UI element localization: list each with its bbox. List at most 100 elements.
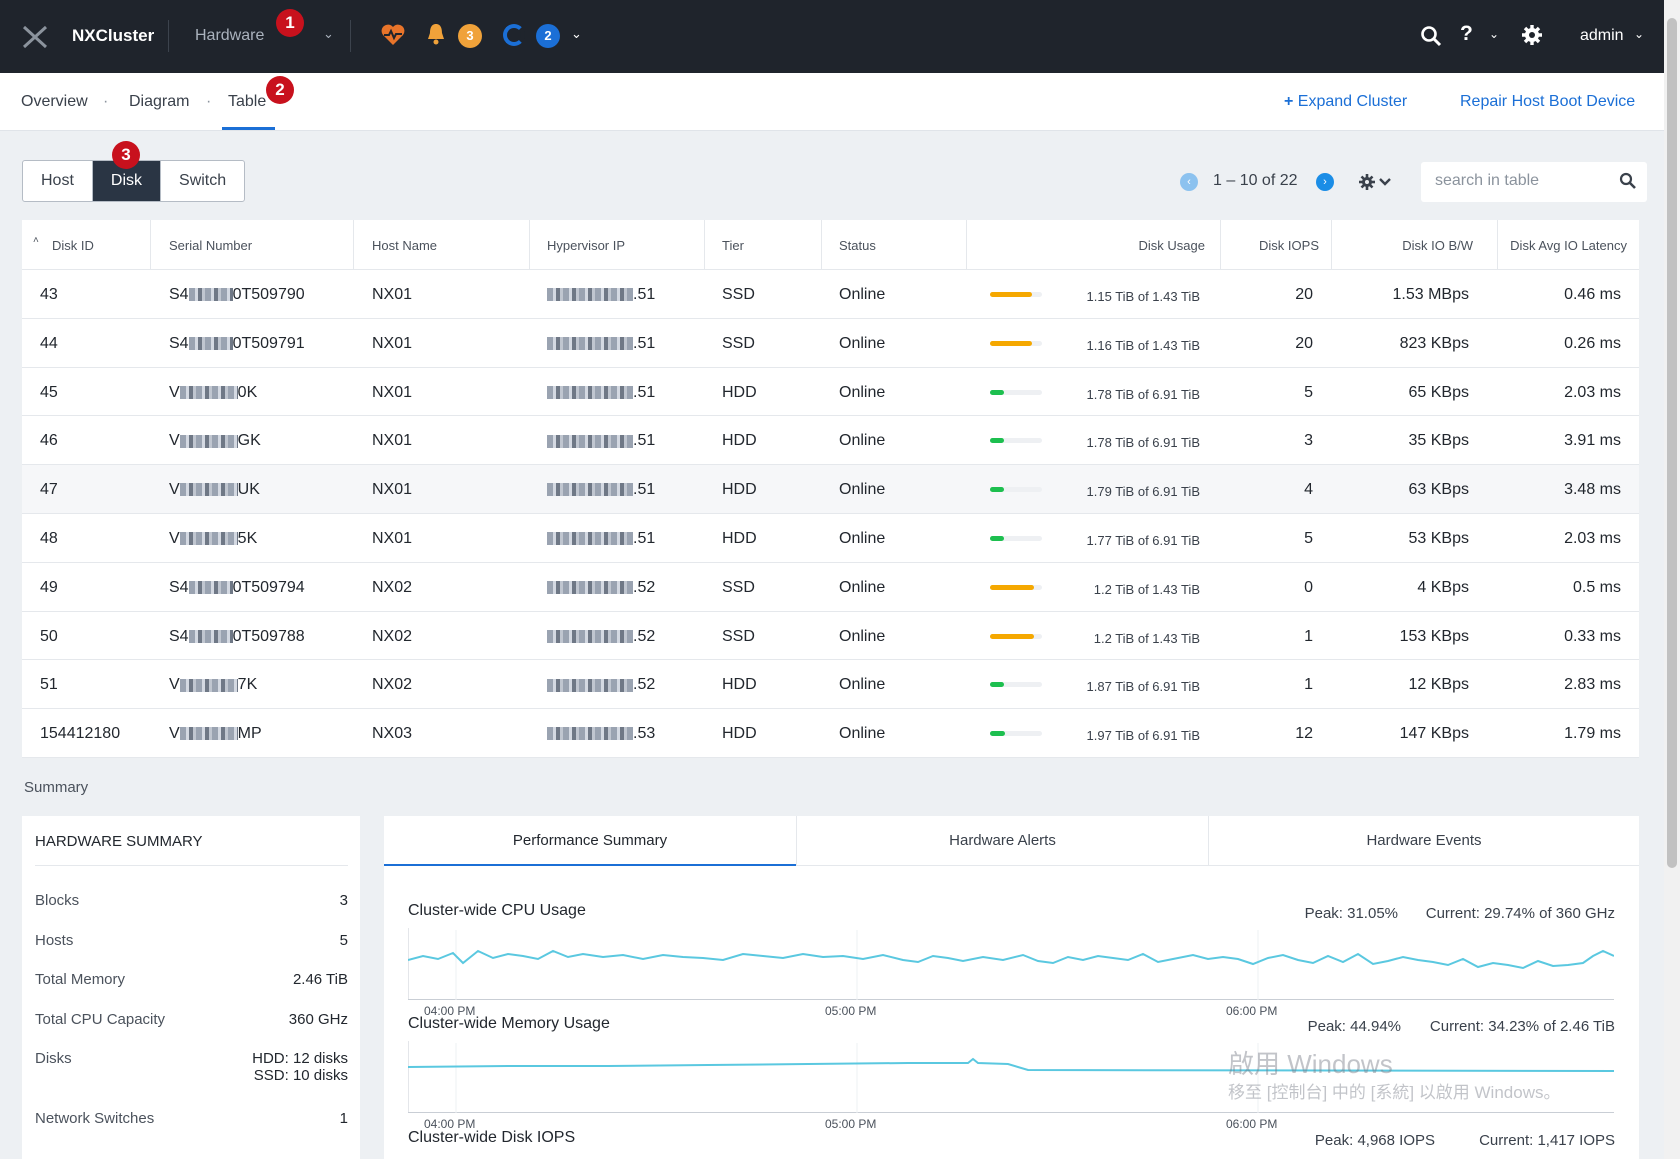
health-heart-icon[interactable] bbox=[380, 23, 406, 47]
col-hypervisor-ip[interactable]: Hypervisor IP bbox=[547, 238, 626, 253]
tasks-spinner-icon[interactable] bbox=[503, 24, 525, 46]
table-row[interactable]: 43 S4 0T509790 NX01 .51 SSD Online 1.15 TiB of … bbox=[22, 270, 1639, 319]
table-row[interactable]: 50 S4 0T509788 NX02 .52 SSD Online 1.2 TiB of 1… bbox=[22, 612, 1639, 661]
toggle-host[interactable]: Host bbox=[23, 161, 93, 201]
user-menu[interactable]: admin bbox=[1580, 27, 1624, 44]
table-row[interactable]: 154412180 V MP NX03 .53 HDD Online 1.97 TiB of … bbox=[22, 709, 1639, 758]
disk-id[interactable]: 154412180 bbox=[40, 725, 121, 743]
disk-id[interactable]: 47 bbox=[40, 481, 58, 499]
disk-avg-io-latency: 3.48 ms bbox=[1564, 481, 1621, 499]
help-icon[interactable]: ? bbox=[1460, 22, 1473, 45]
serial-suffix: 0T509791 bbox=[232, 334, 305, 352]
host-name[interactable]: NX01 bbox=[372, 334, 413, 352]
redacted-block bbox=[179, 385, 238, 399]
col-serial-number[interactable]: Serial Number bbox=[169, 238, 253, 253]
search-icon[interactable] bbox=[1420, 25, 1442, 47]
table-row[interactable]: 49 S4 0T509794 NX02 .52 SSD Online 1.2 TiB of 1… bbox=[22, 563, 1639, 612]
table-row[interactable]: 48 V 5K NX01 .51 HDD Online 1.77 TiB of 6.91 Ti… bbox=[22, 514, 1639, 563]
table-row[interactable]: 46 V GK NX01 .51 HDD Online 1.78 TiB of 6.91 Ti… bbox=[22, 416, 1639, 466]
host-name[interactable]: NX01 bbox=[372, 432, 413, 450]
disk-id[interactable]: 48 bbox=[40, 529, 58, 547]
memory-usage-chart[interactable] bbox=[408, 1039, 1614, 1113]
serial-prefix: S4 bbox=[169, 578, 189, 596]
disk-usage-bar bbox=[990, 633, 1042, 639]
col-disk-io-bw[interactable]: Disk IO B/W bbox=[1402, 238, 1473, 253]
status: Online bbox=[839, 627, 886, 645]
disk-id[interactable]: 51 bbox=[40, 676, 58, 694]
alerts-count-badge[interactable]: 3 bbox=[458, 24, 482, 48]
disk-id[interactable]: 43 bbox=[40, 286, 58, 303]
col-disk-id[interactable]: Disk ID bbox=[52, 238, 94, 253]
table-search-input[interactable] bbox=[1435, 172, 1605, 190]
serial-number: V 0K bbox=[169, 384, 257, 402]
disk-id[interactable]: 49 bbox=[40, 578, 58, 596]
cpu-usage-chart[interactable] bbox=[408, 926, 1614, 1000]
disk-id[interactable]: 50 bbox=[40, 627, 58, 645]
redacted-block bbox=[547, 483, 633, 497]
section-menu[interactable]: Hardware bbox=[195, 27, 265, 44]
scrollbar-thumb[interactable] bbox=[1667, 18, 1677, 868]
redacted-block bbox=[188, 629, 233, 643]
tab-hardware-events[interactable]: Hardware Events bbox=[1209, 816, 1639, 866]
repair-host-boot-device-link[interactable]: Repair Host Boot Device bbox=[1460, 93, 1636, 110]
host-name[interactable]: NX02 bbox=[372, 676, 413, 694]
host-name[interactable]: NX01 bbox=[372, 383, 413, 401]
search-icon[interactable] bbox=[1619, 172, 1637, 190]
tier: SSD bbox=[722, 627, 755, 645]
chevron-down-icon[interactable]: ⌄ bbox=[323, 26, 334, 41]
disk-avg-io-latency: 0.46 ms bbox=[1564, 286, 1621, 303]
table-row[interactable]: 44 S4 0T509791 NX01 .51 SSD Online 1.16 TiB of … bbox=[22, 319, 1639, 368]
chevron-down-icon[interactable]: ⌄ bbox=[1489, 27, 1500, 41]
host-name[interactable]: NX01 bbox=[372, 529, 413, 547]
disk-io-bw: 1.53 MBps bbox=[1392, 286, 1469, 303]
host-name[interactable]: NX01 bbox=[372, 481, 413, 499]
iops-chart-title: Cluster-wide Disk IOPS bbox=[408, 1129, 576, 1146]
serial-suffix: UK bbox=[237, 481, 260, 499]
col-tier[interactable]: Tier bbox=[722, 238, 744, 253]
column-divider bbox=[1497, 220, 1498, 270]
prism-logo-icon[interactable] bbox=[22, 24, 48, 50]
disk-id[interactable]: 45 bbox=[40, 383, 58, 401]
page-scrollbar[interactable] bbox=[1664, 0, 1680, 1159]
summary-row-disks: Disks HDD: 12 disks SSD: 10 disks bbox=[35, 1050, 348, 1084]
sort-ascending-icon[interactable]: ˄ bbox=[33, 235, 39, 246]
table-settings-gear-icon[interactable] bbox=[1358, 173, 1394, 191]
disk-usage-bar bbox=[990, 292, 1042, 297]
serial-number: V MP bbox=[169, 725, 262, 743]
column-divider bbox=[150, 220, 151, 270]
host-name[interactable]: NX03 bbox=[372, 725, 413, 743]
chevron-down-icon[interactable]: ⌄ bbox=[1634, 27, 1645, 41]
tab-table[interactable]: Table bbox=[228, 93, 267, 110]
tab-hardware-alerts[interactable]: Hardware Alerts bbox=[797, 816, 1208, 866]
col-status[interactable]: Status bbox=[839, 238, 876, 253]
expand-cluster-button[interactable]: + Expand Cluster bbox=[1284, 93, 1407, 111]
host-name[interactable]: NX01 bbox=[372, 286, 413, 303]
prev-page-button[interactable]: ‹ bbox=[1180, 173, 1198, 191]
host-name[interactable]: NX02 bbox=[372, 627, 413, 645]
tab-overview[interactable]: Overview bbox=[21, 93, 88, 110]
col-host-name[interactable]: Host Name bbox=[372, 238, 438, 253]
cluster-name[interactable]: NXCluster bbox=[72, 26, 155, 45]
summary-label: Total Memory bbox=[35, 971, 126, 988]
tab-performance-summary[interactable]: Performance Summary bbox=[384, 816, 796, 866]
table-row[interactable]: 47 V UK NX01 .51 HDD Online 1.79 TiB of 6.91 Ti… bbox=[22, 465, 1639, 514]
chevron-down-icon[interactable]: ⌄ bbox=[571, 26, 582, 41]
hypervisor-ip: .51 bbox=[547, 335, 655, 353]
tab-diagram[interactable]: Diagram bbox=[129, 93, 190, 110]
table-row[interactable]: 45 V 0K NX01 .51 HDD Online 1.78 TiB of 6.91 Ti… bbox=[22, 368, 1639, 417]
col-disk-usage[interactable]: Disk Usage bbox=[1138, 238, 1205, 253]
tasks-count-badge[interactable]: 2 bbox=[536, 24, 560, 48]
gear-icon[interactable] bbox=[1521, 24, 1543, 46]
toggle-switch[interactable]: Switch bbox=[179, 172, 227, 189]
column-divider bbox=[529, 220, 530, 270]
col-disk-avg-io-latency[interactable]: Disk Avg IO Latency bbox=[1510, 238, 1627, 253]
next-page-button[interactable]: › bbox=[1316, 173, 1334, 191]
table-row[interactable]: 51 V 7K NX02 .52 HDD Online 1.87 TiB of 6.91 Ti… bbox=[22, 660, 1639, 710]
disk-id[interactable]: 46 bbox=[40, 432, 58, 450]
host-name[interactable]: NX02 bbox=[372, 578, 413, 596]
col-disk-iops[interactable]: Disk IOPS bbox=[1259, 238, 1319, 253]
disk-usage-fill bbox=[990, 584, 1034, 590]
alerts-bell-icon[interactable] bbox=[426, 22, 446, 46]
divider bbox=[168, 20, 169, 52]
disk-id[interactable]: 44 bbox=[40, 334, 58, 352]
